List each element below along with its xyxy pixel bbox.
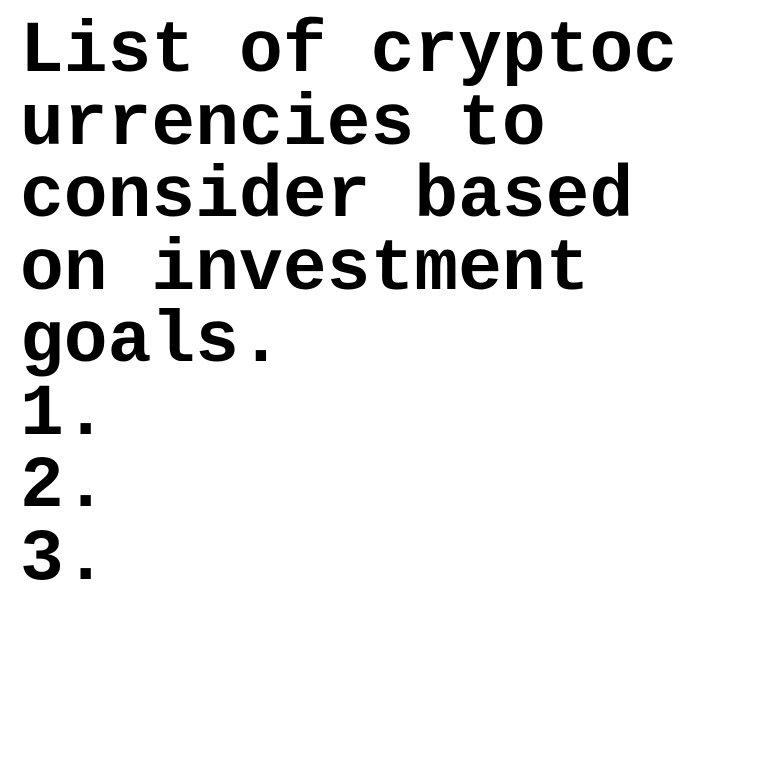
- list-item-3: 3.: [20, 517, 108, 601]
- list-item-2: 2.: [20, 445, 108, 528]
- title-line-2: urrencies to: [20, 82, 546, 166]
- document-text-block: List of cryptoc urrencies to consider ba…: [20, 10, 678, 601]
- title-line-3: consider based: [20, 155, 634, 238]
- title-line-5: goals.: [20, 300, 283, 383]
- list-item-1: 1.: [20, 372, 108, 456]
- title-line-1: List of cryptoc: [20, 10, 678, 93]
- title-line-4: on investment: [20, 227, 590, 311]
